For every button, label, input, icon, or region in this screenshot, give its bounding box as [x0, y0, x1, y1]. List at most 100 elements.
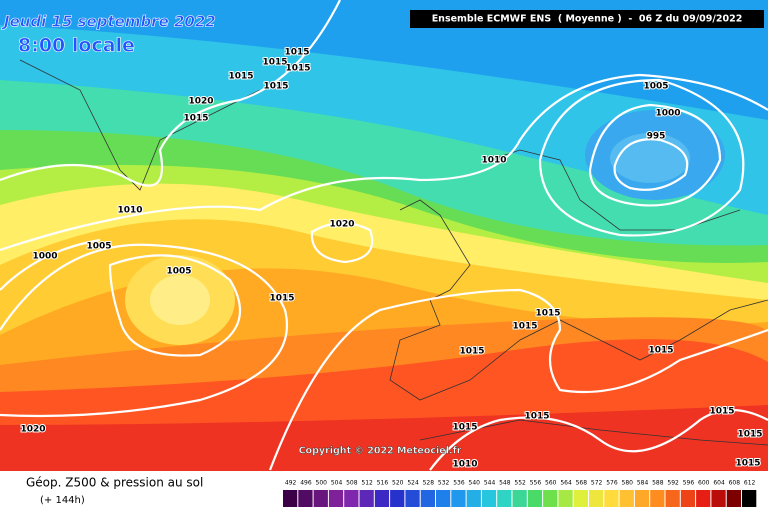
isobar-label: 1015: [183, 114, 208, 124]
scale-label: 588: [652, 480, 664, 487]
scale-label: 496: [300, 480, 312, 487]
scale-label: 576: [606, 480, 618, 487]
scale-label: 524: [407, 480, 419, 487]
scale-swatch: [390, 490, 405, 507]
scale-swatch: [313, 490, 328, 507]
scale-swatch: [726, 490, 741, 507]
scale-swatch: [680, 490, 696, 507]
scale-label: 572: [591, 480, 603, 487]
isobar-label: 1015: [262, 58, 287, 68]
isobar-label: 1015: [709, 407, 734, 417]
scale-swatch: [558, 490, 573, 507]
scale-label: 600: [698, 480, 710, 487]
run-box: [410, 10, 764, 28]
isobar-label: 1005: [166, 267, 191, 277]
isobar-label: 1010: [117, 206, 142, 216]
scale-label: 516: [377, 480, 389, 487]
isobar-label: 1015: [285, 64, 310, 74]
isobar-label: 1020: [20, 425, 45, 435]
isobar-label: 1015: [452, 423, 477, 433]
scale-label: 564: [560, 480, 572, 487]
time-label: 8:00 locale: [18, 35, 135, 57]
scale-label: 532: [438, 480, 450, 487]
scale-swatch: [436, 490, 451, 507]
isobar-label: 1010: [481, 156, 506, 166]
scale-label: 544: [484, 480, 496, 487]
scale-label: 612: [744, 480, 756, 487]
isobar-label: 1020: [188, 97, 213, 107]
footer-subtitle: (+ 144h): [40, 495, 85, 506]
scale-swatch: [344, 490, 359, 507]
scale-swatch: [481, 490, 497, 507]
isobar-label: 1015: [735, 459, 760, 469]
isobar-label: 1005: [86, 242, 111, 252]
scale-swatch: [589, 490, 604, 507]
scale-label: 552: [514, 480, 526, 487]
scale-label: 536: [453, 480, 465, 487]
isobar-label: 1015: [512, 322, 537, 332]
scale-swatch: [466, 490, 481, 507]
scale-label: 508: [346, 480, 358, 487]
scale-swatch: [742, 490, 757, 507]
scale-swatch: [543, 490, 558, 507]
scale-label: 560: [545, 480, 557, 487]
scale-label: 556: [530, 480, 542, 487]
scale-swatch: [527, 490, 543, 507]
footer-title: Géop. Z500 & pression au sol: [26, 476, 203, 490]
isobar-label: 1005: [643, 82, 668, 92]
scale-swatch: [328, 490, 344, 507]
copyright: Copyright © 2022 Meteociel.fr: [299, 446, 462, 457]
field: [0, 0, 768, 471]
scale-swatch: [619, 490, 634, 507]
isobar-label: 1015: [263, 82, 288, 92]
isobar-label: 1015: [535, 309, 560, 319]
scale-swatch: [405, 490, 420, 507]
scale-label: 520: [392, 480, 404, 487]
scale-swatch: [283, 490, 298, 507]
isobar-label: 1015: [228, 72, 253, 82]
scale-label: 504: [331, 480, 343, 487]
isobar-labels: 1015101510151015101510201015100510009951…: [19, 47, 763, 471]
scale-swatch: [634, 490, 650, 507]
scale-label: 608: [729, 480, 741, 487]
scale-label: 500: [316, 480, 328, 487]
scale-label: 512: [361, 480, 373, 487]
scale-swatch: [359, 490, 374, 507]
date-label: Jeudi 15 septembre 2022: [1, 13, 216, 31]
isobar-label: 1015: [269, 294, 294, 304]
scale-label: 584: [637, 480, 649, 487]
color-scale: 492 496 500 504 508 512 516 520 524 528 532 536 540 5…: [283, 480, 757, 507]
isobar-label: 1015: [524, 412, 549, 422]
scale-swatch: [451, 490, 466, 507]
run-label: Ensemble ECMWF ENS ( Moyenne ) - 06 Z du…: [432, 14, 743, 25]
scale-swatch: [696, 490, 711, 507]
scale-swatch: [711, 490, 726, 507]
isobar-label: 1020: [329, 220, 354, 230]
scale-label: 604: [713, 480, 725, 487]
scale-swatch: [573, 490, 588, 507]
isobar-label: 1010: [452, 460, 477, 470]
scale-label: 592: [667, 480, 679, 487]
scale-swatch: [298, 490, 313, 507]
isobar-label: 1015: [284, 48, 309, 58]
isobar-label: 1000: [32, 252, 57, 262]
scale-label: 528: [423, 480, 435, 487]
isobar-label: 1015: [737, 430, 762, 440]
isobar-label: 1015: [459, 347, 484, 357]
scale-swatch: [650, 490, 665, 507]
scale-swatch: [604, 490, 619, 507]
scale-label: 568: [576, 480, 588, 487]
scale-label: 548: [499, 480, 511, 487]
scale-swatch: [665, 490, 680, 507]
scale-label: 596: [683, 480, 695, 487]
isobar-label: 1000: [655, 109, 680, 119]
scale-swatch: [497, 490, 512, 507]
scale-swatch: [374, 490, 390, 507]
isobar-label: 995: [647, 132, 666, 142]
isobars: [0, 0, 768, 471]
scale-swatch: [512, 490, 527, 507]
scale-label: 492: [285, 480, 297, 487]
scale-label: 540: [469, 480, 481, 487]
scale-label: 580: [622, 480, 634, 487]
